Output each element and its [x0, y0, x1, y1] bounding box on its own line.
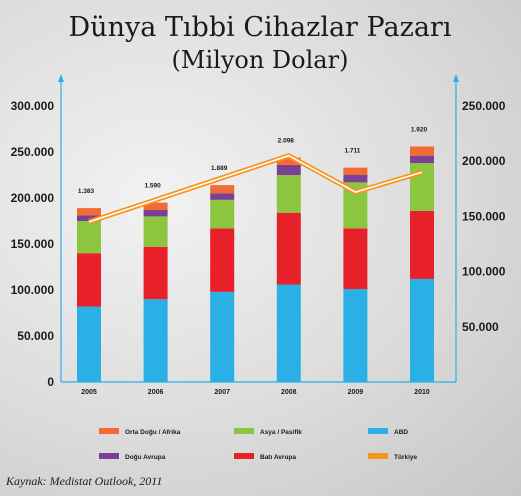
legend-label: Orta Doğu / Afrika — [125, 429, 181, 436]
bar-segment — [410, 163, 434, 211]
bar-segment — [210, 291, 235, 382]
bar-segment — [77, 208, 101, 216]
bar-segment — [276, 175, 301, 213]
legend-swatch — [99, 453, 119, 459]
legend: Orta Doğu / Afrika Asya / Pasifik ABD Doğu … — [99, 428, 418, 461]
bar-segment — [410, 146, 434, 156]
bar-segment — [410, 278, 434, 382]
x-tick-label: 2006 — [148, 389, 164, 396]
bar-segment — [143, 299, 168, 382]
bar-segment — [410, 210, 434, 279]
x-tick-label: 2007 — [214, 389, 230, 396]
bar-segment — [143, 209, 168, 217]
bar-segment — [276, 212, 301, 285]
bar-segment — [276, 164, 301, 175]
y-tick-label-right: 100.000 — [462, 265, 506, 279]
legend-swatch — [368, 453, 388, 459]
data-label: 1.889 — [211, 165, 228, 172]
turkiye-line: 1.383 1.590 1.889 2.098 1.711 1.920 — [78, 126, 428, 225]
y-tick-label: 0 — [47, 375, 54, 389]
y-tick-label: 300.000 — [11, 99, 55, 113]
bar-segment — [143, 216, 168, 247]
data-label: 1.920 — [411, 126, 428, 133]
x-axis-labels: 2005 2006 2007 2008 2009 2010 — [81, 389, 430, 396]
legend-label: ABD — [394, 429, 408, 436]
data-label: 1.711 — [344, 148, 360, 155]
bar-segment — [77, 215, 101, 221]
bar-segment — [210, 185, 235, 194]
chart-title: Dünya Tıbbi Cihazlar Pazarı — [69, 12, 452, 43]
bar-segment — [343, 228, 368, 290]
bar-segment — [343, 175, 368, 183]
y-tick-label: 250.000 — [11, 145, 55, 159]
y-tick-label: 200.000 — [11, 191, 55, 205]
bar-segment — [343, 289, 368, 382]
bar-segment — [77, 221, 101, 254]
left-axis-arrow-icon — [58, 74, 64, 82]
y-tick-label-right: 200.000 — [462, 154, 506, 168]
legend-swatch — [368, 428, 388, 434]
bar-segment — [77, 306, 101, 382]
data-label: 1.590 — [144, 183, 161, 190]
y-axis-left-ticks: 0 50.000 100.000 150.000 200.000 250.000 300.0… — [11, 99, 55, 389]
y-tick-label: 50.000 — [17, 329, 54, 343]
bar-segment — [276, 157, 301, 165]
x-tick-label: 2009 — [348, 389, 364, 396]
y-tick-label: 100.000 — [11, 283, 55, 297]
source-note: Kaynak: Medistat Outlook, 2011 — [5, 474, 162, 488]
x-tick-label: 2005 — [81, 389, 97, 396]
y-tick-label-right: 250.000 — [462, 99, 506, 113]
x-tick-label: 2008 — [281, 389, 297, 396]
turkiye-line-outer — [88, 153, 423, 225]
legend-label: Asya / Pasifik — [260, 429, 302, 436]
stacked-bars — [77, 146, 434, 382]
turkiye-line-inner — [88, 154, 423, 223]
y-tick-label-right: 150.000 — [462, 209, 506, 223]
bar-segment — [410, 155, 434, 164]
right-axis-arrow-icon — [453, 74, 459, 82]
bar-segment — [276, 284, 301, 382]
bar-segment — [210, 193, 235, 200]
y-tick-label-right: 50.000 — [462, 320, 499, 334]
bar-segment — [143, 246, 168, 300]
chart-subtitle: (Milyon Dolar) — [172, 46, 349, 74]
legend-label: Türkiye — [394, 454, 418, 461]
bar-segment — [210, 199, 235, 229]
y-axis-right-ticks: 50.000 100.000 150.000 200.000 250.000 — [462, 99, 506, 334]
bar-segment — [77, 253, 101, 307]
legend-swatch — [234, 453, 254, 459]
x-tick-label: 2010 — [414, 389, 430, 396]
bar-segment — [343, 167, 368, 175]
bar-segment — [143, 202, 168, 210]
legend-label: Doğu Avrupa — [125, 454, 166, 461]
legend-label: Batı Avrupa — [260, 454, 296, 461]
data-label: 2.098 — [278, 138, 295, 145]
bar-segment — [210, 228, 235, 292]
legend-swatch — [99, 428, 119, 434]
legend-swatch — [234, 428, 254, 434]
data-label: 1.383 — [78, 188, 95, 195]
y-tick-label: 150.000 — [11, 237, 55, 251]
